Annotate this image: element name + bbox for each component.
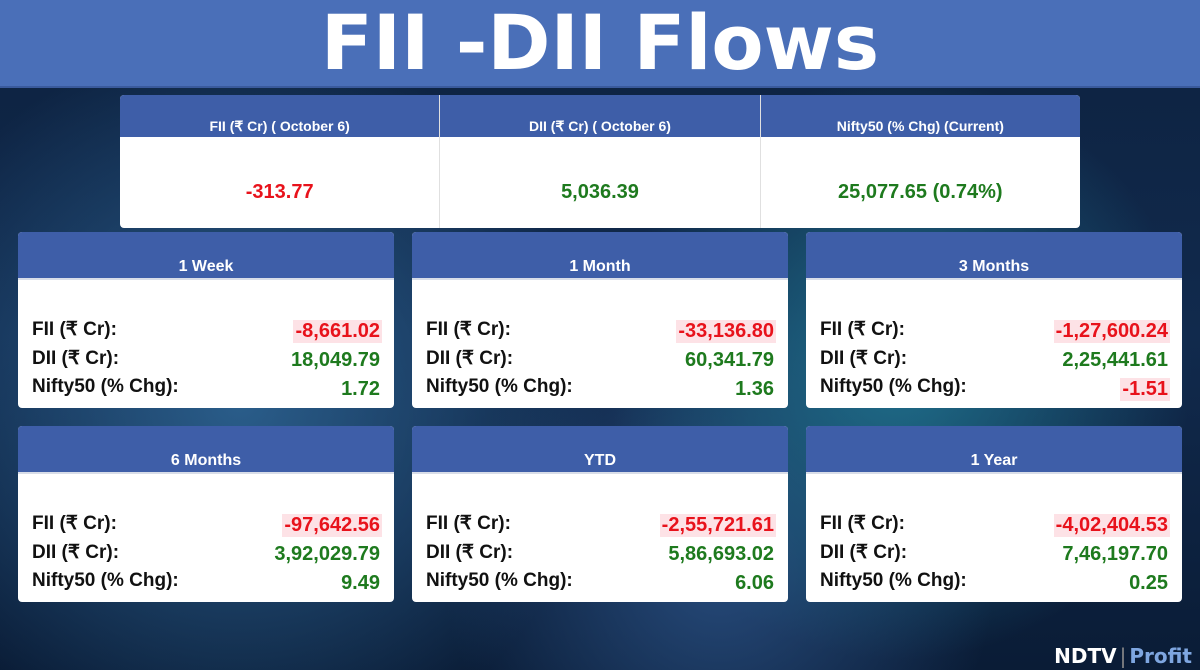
metric-value: -97,642.56 <box>282 514 382 537</box>
period-header: 1 Month <box>412 232 788 280</box>
summary-table: FII (₹ Cr) ( October 6) -313.77 DII (₹ Cr)… <box>120 95 1080 228</box>
metric-label: DII (₹ Cr): <box>426 542 514 563</box>
metric-row: FII (₹ Cr): -4,02,404.53 <box>820 512 1170 541</box>
metric-value: -4,02,404.53 <box>1053 514 1170 537</box>
metric-value: 60,341.79 <box>685 349 774 371</box>
metric-value: 6.06 <box>735 572 774 594</box>
metric-value: 5,86,693.02 <box>668 543 774 565</box>
metric-label: DII (₹ Cr): <box>820 542 908 563</box>
metric-value: 9.49 <box>341 572 380 594</box>
logo-product: Profit <box>1129 644 1192 668</box>
metric-value: -1,27,600.24 <box>1053 320 1170 343</box>
period-card: YTD FII (₹ Cr): -2,55,721.61 DII (₹ Cr): 5,8… <box>412 426 788 602</box>
metric-row: DII (₹ Cr): 7,46,197.70 <box>820 541 1170 570</box>
metric-row: DII (₹ Cr): 5,86,693.02 <box>426 541 776 570</box>
summary-value: 5,036.39 <box>561 181 639 203</box>
metric-label: DII (₹ Cr): <box>32 542 120 563</box>
metric-label: Nifty50 (% Chg): <box>820 376 967 397</box>
metric-row: Nifty50 (% Chg): 0.25 <box>820 570 1170 599</box>
metric-row: FII (₹ Cr): -33,136.80 <box>426 318 776 347</box>
logo-brand: NDTV <box>1054 644 1117 668</box>
metric-value: 7,46,197.70 <box>1062 543 1168 565</box>
summary-header: FII (₹ Cr) ( October 6) <box>120 95 440 137</box>
metric-label: Nifty50 (% Chg): <box>820 570 967 591</box>
metric-row: Nifty50 (% Chg): 1.72 <box>32 376 382 405</box>
period-card: 1 Week FII (₹ Cr): -8,661.02 DII (₹ Cr): 18,… <box>18 232 394 408</box>
metric-value: 3,92,029.79 <box>274 543 380 565</box>
period-header: 1 Week <box>18 232 394 280</box>
metric-label: FII (₹ Cr): <box>820 513 905 534</box>
logo: NDTV | Profit <box>1054 644 1192 668</box>
metric-row: DII (₹ Cr): 2,25,441.61 <box>820 347 1170 376</box>
metric-label: Nifty50 (% Chg): <box>32 570 179 591</box>
metric-label: Nifty50 (% Chg): <box>32 376 179 397</box>
metric-label: FII (₹ Cr): <box>820 319 905 340</box>
summary-column: DII (₹ Cr) ( October 6) 5,036.39 <box>440 95 761 228</box>
summary-column: FII (₹ Cr) ( October 6) -313.77 <box>120 95 441 228</box>
metric-row: DII (₹ Cr): 60,341.79 <box>426 347 776 376</box>
metric-value: -2,55,721.61 <box>659 514 776 537</box>
metric-value: 2,25,441.61 <box>1062 349 1168 371</box>
metric-label: Nifty50 (% Chg): <box>426 376 573 397</box>
metric-value: 0.25 <box>1129 572 1168 594</box>
metric-value: -1.51 <box>1120 378 1170 401</box>
metric-value: -8,661.02 <box>293 320 382 343</box>
summary-value: -313.77 <box>245 181 314 203</box>
metric-value: -33,136.80 <box>676 320 776 343</box>
metric-row: FII (₹ Cr): -1,27,600.24 <box>820 318 1170 347</box>
period-card: 3 Months FII (₹ Cr): -1,27,600.24 DII (₹ Cr… <box>806 232 1182 408</box>
metric-label: FII (₹ Cr): <box>426 513 511 534</box>
metric-label: DII (₹ Cr): <box>32 348 120 369</box>
period-card: 6 Months FII (₹ Cr): -97,642.56 DII (₹ Cr):… <box>18 426 394 602</box>
title: FII -DII Flows <box>320 0 880 87</box>
summary-header: Nifty50 (% Chg) (Current) <box>760 95 1080 137</box>
metric-label: Nifty50 (% Chg): <box>426 570 573 591</box>
period-card: 1 Year FII (₹ Cr): -4,02,404.53 DII (₹ Cr):… <box>806 426 1182 602</box>
metric-row: Nifty50 (% Chg): 6.06 <box>426 570 776 599</box>
metric-label: DII (₹ Cr): <box>426 348 514 369</box>
summary-column: Nifty50 (% Chg) (Current) 25,077.65 (0.74… <box>760 95 1080 228</box>
metric-value: 18,049.79 <box>291 349 380 371</box>
metric-row: Nifty50 (% Chg): 9.49 <box>32 570 382 599</box>
metric-row: FII (₹ Cr): -97,642.56 <box>32 512 382 541</box>
period-header: 6 Months <box>18 426 394 474</box>
summary-value: 25,077.65 (0.74%) <box>838 181 1003 203</box>
logo-separator: | <box>1119 644 1127 668</box>
metric-row: Nifty50 (% Chg): -1.51 <box>820 376 1170 405</box>
metric-label: FII (₹ Cr): <box>426 319 511 340</box>
period-header: 3 Months <box>806 232 1182 280</box>
period-card: 1 Month FII (₹ Cr): -33,136.80 DII (₹ Cr): 6… <box>412 232 788 408</box>
summary-header: DII (₹ Cr) ( October 6) <box>440 95 760 137</box>
metric-value: 1.72 <box>341 378 380 400</box>
metric-label: FII (₹ Cr): <box>32 319 117 340</box>
metric-label: DII (₹ Cr): <box>820 348 908 369</box>
metric-label: FII (₹ Cr): <box>32 513 117 534</box>
title-banner <box>0 0 1200 88</box>
metric-row: DII (₹ Cr): 3,92,029.79 <box>32 541 382 570</box>
period-header: YTD <box>412 426 788 474</box>
metric-value: 1.36 <box>735 378 774 400</box>
period-header: 1 Year <box>806 426 1182 474</box>
metric-row: FII (₹ Cr): -8,661.02 <box>32 318 382 347</box>
metric-row: DII (₹ Cr): 18,049.79 <box>32 347 382 376</box>
metric-row: Nifty50 (% Chg): 1.36 <box>426 376 776 405</box>
metric-row: FII (₹ Cr): -2,55,721.61 <box>426 512 776 541</box>
